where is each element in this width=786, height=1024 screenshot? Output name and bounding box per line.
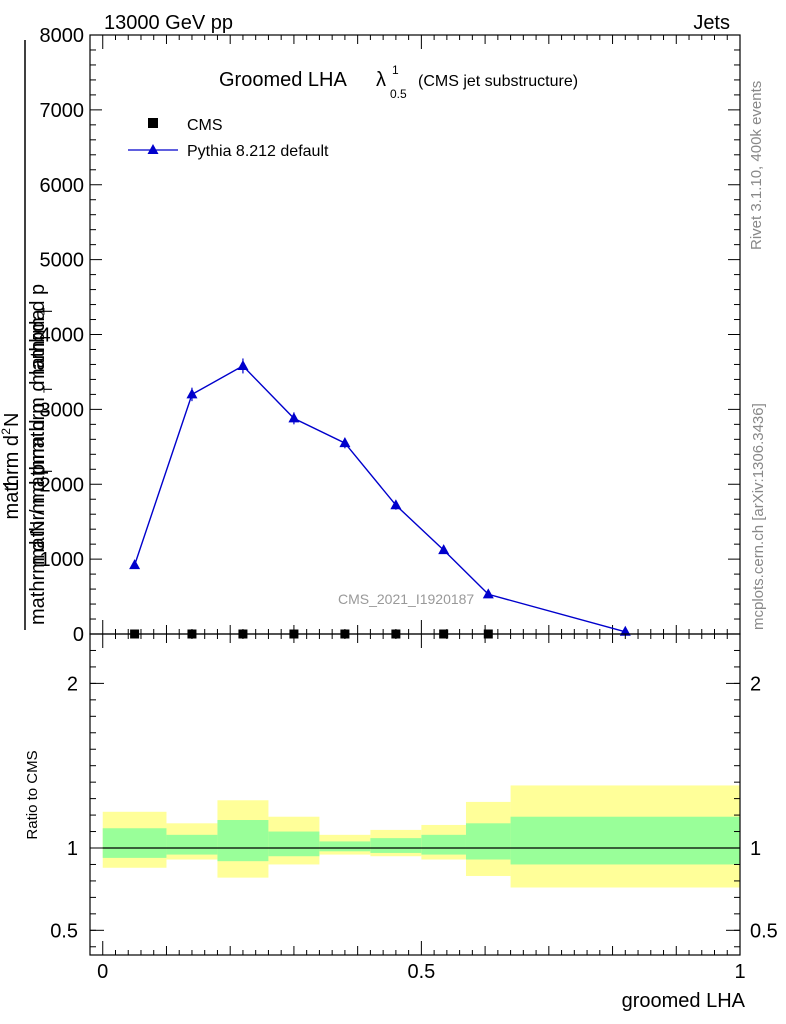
main-y-tick-label: 0 [73, 624, 84, 646]
process-label: Jets [693, 12, 730, 34]
ylabel-line2-prefix: 1 [1, 479, 23, 490]
ratio-y-tick-label: 0.5 [50, 920, 78, 942]
ylabel-line2-text: mathrm d N / mathrm d p [27, 403, 49, 625]
ratio-bands [102, 785, 740, 888]
title-superscript: 1 [392, 63, 399, 77]
ylabel-line1-rest: N [1, 413, 23, 427]
rivet-version-label: Rivet 3.1.10, 400k events [748, 81, 765, 250]
ratio-x-axis: 0 0.5 1 [97, 634, 746, 983]
pythia-point [288, 412, 300, 423]
ratio-y-tick-label-right: 2 [750, 673, 761, 695]
ratio-y-axis-label: Ratio to CMS [24, 750, 41, 839]
legend-cms-label: CMS [187, 117, 223, 134]
title-lambda: λ [376, 69, 386, 91]
ylabel-line1-denominator-rest: mathrm d lambda [27, 309, 49, 465]
legend-cms-marker [148, 118, 158, 128]
ylabel-line2-sub2: T [41, 307, 55, 315]
main-y-tick-label: 5000 [40, 250, 85, 272]
main-y-tick-label: 8000 [40, 25, 85, 47]
pythia-point [390, 499, 402, 510]
pythia-point [339, 437, 351, 448]
ylabel-line2-rest: mathrm d p [27, 284, 49, 385]
pythia-point [186, 388, 198, 399]
ratio-inner-band [510, 816, 740, 865]
x-axis-label: groomed LHA [622, 990, 746, 1012]
main-y-tick-label: 2000 [40, 474, 85, 496]
legend-pythia-marker [147, 144, 159, 154]
ylabel-line1-superscript: 2 [0, 428, 13, 435]
analysis-watermark: CMS_2021_I1920187 [338, 591, 474, 607]
ratio-y-tick-label: 2 [67, 673, 78, 695]
pythia-point [619, 625, 631, 636]
main-y-tick-label: 4000 [40, 325, 85, 347]
title-subscript: 0.5 [390, 87, 407, 101]
main-y-tick-label: 7000 [40, 100, 85, 122]
pythia-point [438, 544, 450, 555]
main-y-tick-label: 3000 [40, 399, 85, 421]
ratio-inner-band [217, 820, 269, 862]
pythia-point [482, 588, 494, 599]
main-y-tick-label: 6000 [40, 175, 85, 197]
ylabel-line2-sub: T [41, 385, 55, 393]
pythia-series [129, 358, 631, 636]
pythia-point [129, 559, 141, 570]
ratio-y-tick-label-right: 1 [750, 838, 761, 860]
ratio-inner-band [421, 834, 466, 855]
title-main: Groomed LHA [219, 69, 347, 91]
energy-label: 13000 GeV pp [104, 12, 233, 34]
main-y-tick-label: 1000 [40, 549, 85, 571]
x-tick-label: 1 [734, 961, 745, 983]
ratio-inner-band [465, 823, 511, 860]
ratio-y-tick-label-right: 0.5 [750, 920, 778, 942]
mcplots-label: mcplots.cern.ch [arXiv:1306.3436] [750, 403, 767, 630]
x-tick-label: 0.5 [407, 961, 435, 983]
ratio-inner-band [319, 841, 371, 852]
ratio-inner-band [370, 838, 422, 853]
main-y-axis-label: mathrm d 2 N mathrm d p T mathrm d lambd… [0, 40, 55, 630]
ylabel-line1-denominator-sub: T [41, 467, 55, 475]
ylabel-line1-denominator: mathrm d p [27, 464, 49, 565]
legend-pythia-label: Pythia 8.212 default [187, 143, 329, 160]
pythia-point [237, 359, 249, 370]
plot-title: Groomed LHA λ 1 0.5 (CMS jet substructur… [219, 63, 578, 101]
title-note: (CMS jet substructure) [418, 73, 578, 90]
main-panel: 0 1000 2000 3000 4000 5000 6000 7000 8000 Groome… [0, 25, 741, 646]
ratio-frame [89, 633, 741, 956]
ratio-panel: 0.5 0.51 12 2 0 0.5 1 Ratio to CMS groomed LH… [24, 633, 778, 1012]
ratio-inner-band [166, 834, 218, 855]
ratio-y-tick-label: 1 [67, 838, 78, 860]
ylabel-line1-numerator: mathrm d [1, 435, 23, 519]
ratio-inner-band [102, 828, 167, 858]
ratio-y-axis: 0.5 0.5 1 1 2 2 [50, 649, 778, 948]
x-tick-label: 0 [97, 961, 108, 983]
main-y-axis: 0 1000 2000 3000 4000 5000 6000 7000 8000 [40, 25, 740, 646]
legend: CMS Pythia 8.212 default [128, 117, 329, 160]
ratio-inner-band [268, 831, 320, 857]
